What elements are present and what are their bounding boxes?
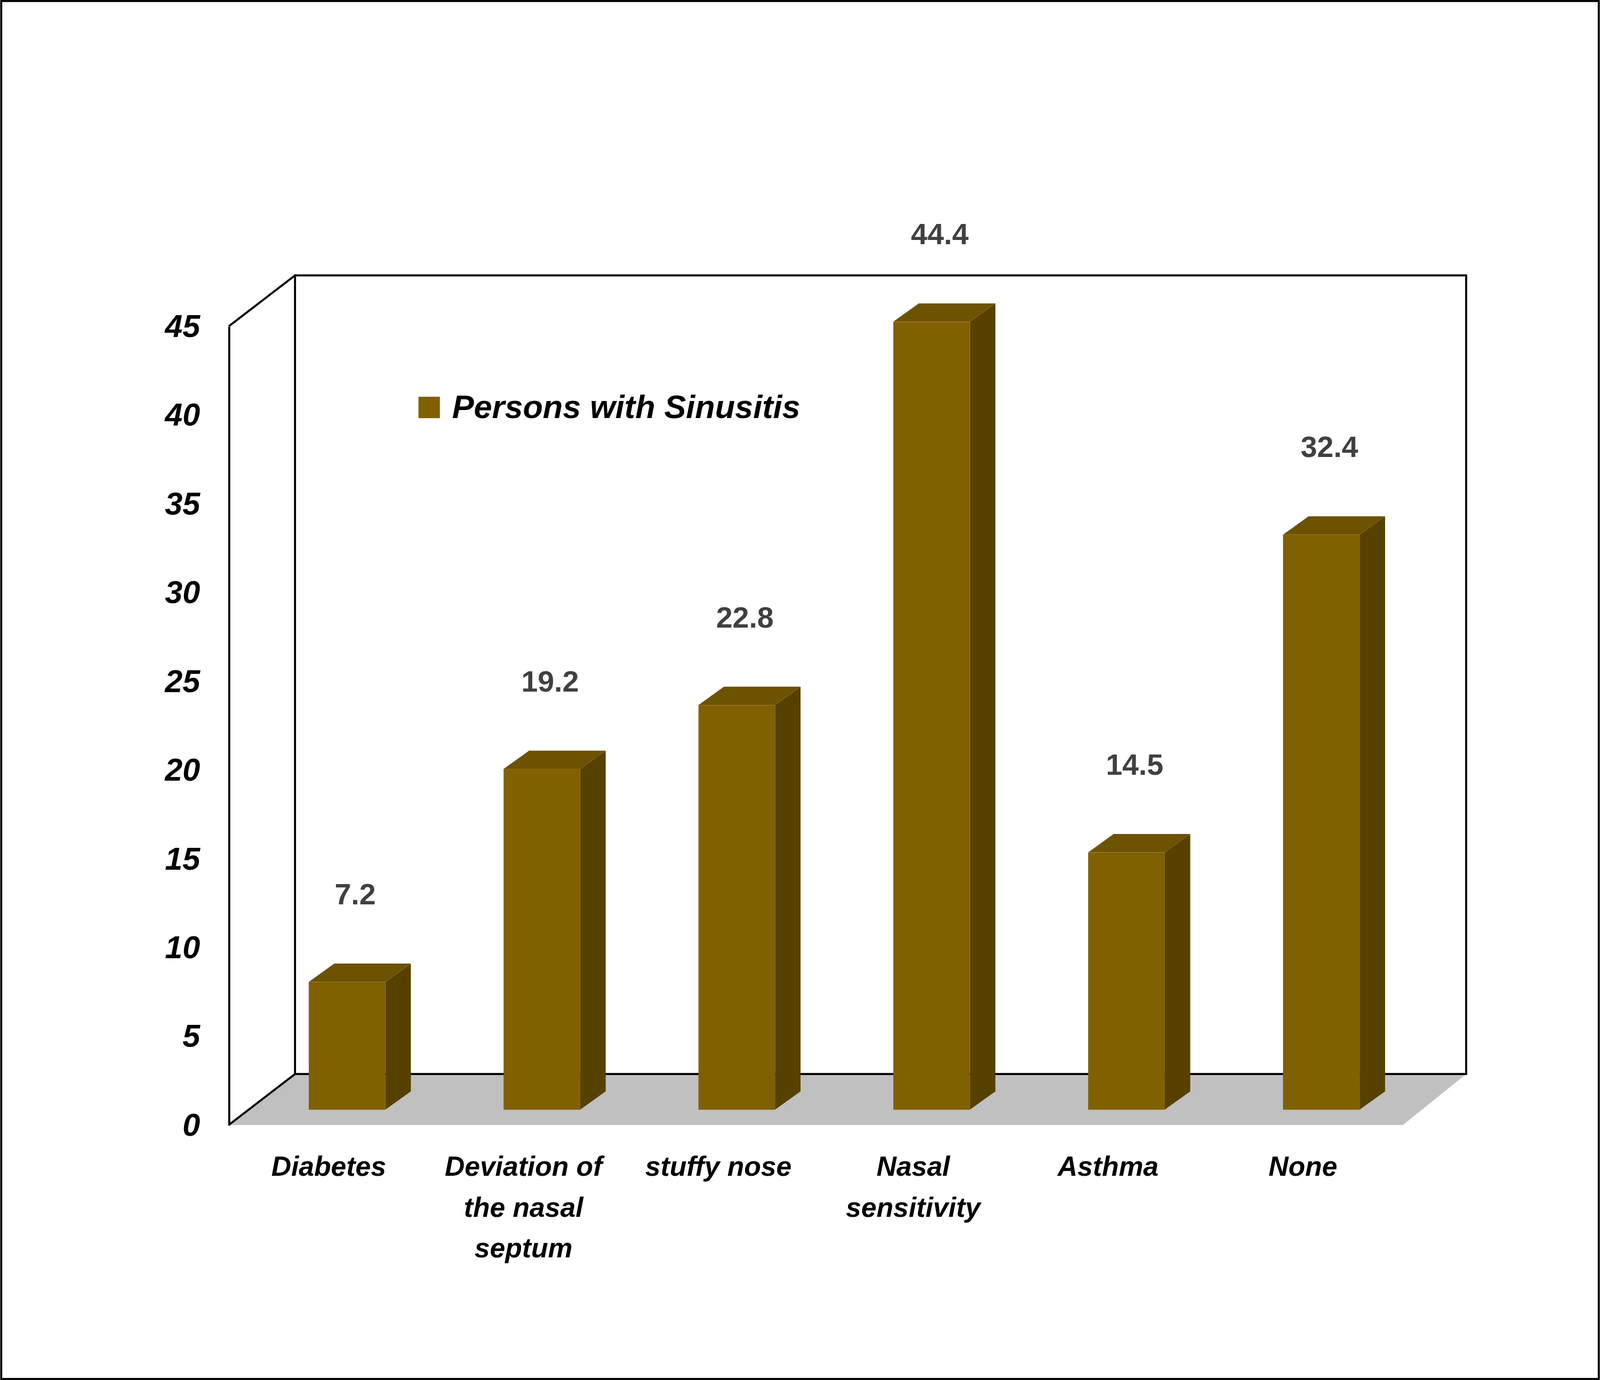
x-tick: Diabetes [271, 1125, 387, 1183]
y-tick: 0 [182, 1107, 229, 1143]
y-tick-label: 45 [164, 308, 201, 344]
x-tick-label: Asthma [1056, 1150, 1159, 1182]
y-tick-label: 35 [164, 485, 201, 522]
x-tick: Nasal sensitivity [845, 1125, 982, 1223]
data-label: 22.8 [716, 601, 774, 635]
x-tick-label-line: None [1268, 1150, 1338, 1182]
y-tick-label: 30 [164, 574, 200, 611]
x-tick: stuffy nose [645, 1125, 792, 1183]
floor [228, 1074, 1467, 1126]
wall-edge [228, 275, 295, 327]
frame [1, 1, 1599, 1380]
y-tick: 5 [182, 1018, 229, 1054]
y-tick-label: 0 [182, 1107, 200, 1143]
data-label: 32.4 [1300, 430, 1359, 464]
bar [893, 321, 971, 1110]
bar-top [893, 303, 996, 322]
x-tick-label: Diabetes [271, 1150, 387, 1182]
x-tick-label: Deviation of the nasal septum [444, 1150, 605, 1264]
y-tick-label: 40 [164, 396, 200, 433]
bar-side [385, 963, 412, 1110]
x-tick-label-line: the nasal [464, 1192, 584, 1223]
x-tick-label-line: Asthma [1056, 1150, 1159, 1182]
bar [308, 981, 386, 1110]
y-tick-label: 5 [182, 1018, 201, 1054]
x-tick-label-line: stuffy nose [645, 1150, 792, 1182]
data-label: 14.5 [1105, 748, 1164, 782]
x-axis-line [232, 1125, 1402, 1127]
bar-group [308, 963, 411, 1110]
x-tick-label: Nasal sensitivity [845, 1150, 982, 1223]
bar-top [1088, 834, 1190, 853]
bar-top [1283, 516, 1386, 535]
x-tick-label: None [1268, 1150, 1338, 1182]
y-tick-label: 25 [164, 663, 201, 700]
bar [1283, 534, 1360, 1110]
bar-top [503, 750, 606, 770]
legend-label: Persons with Sinusitis [452, 388, 801, 426]
bar-group [698, 686, 801, 1110]
y-tick: 35 [164, 485, 229, 522]
y-tick-label: 20 [164, 752, 200, 788]
data-label: 19.2 [521, 665, 579, 699]
y-tick: 10 [164, 929, 229, 966]
y-tick: 15 [164, 840, 229, 877]
legend: Persons with Sinusitis [418, 388, 801, 426]
data-label: 7.2 [334, 877, 376, 911]
x-tick: Deviation of the nasal septum [444, 1125, 605, 1264]
y-axis: 0 5 10 15 20 25 30 35 40 45 [164, 308, 229, 1143]
legend-swatch [418, 396, 440, 419]
x-tick: Asthma [1056, 1125, 1159, 1183]
x-tick-label-line: Diabetes [271, 1150, 387, 1182]
y-tick: 20 [164, 752, 229, 788]
wall-edge [228, 1074, 295, 1126]
x-tick-label-line: Deviation of [444, 1150, 605, 1182]
y-tick: 25 [164, 663, 229, 700]
x-tick-label-line: sensitivity [845, 1192, 982, 1223]
bar [698, 705, 776, 1110]
bar-group [1283, 516, 1386, 1110]
bar-group [893, 303, 996, 1110]
legend-item: Persons with Sinusitis [418, 388, 801, 426]
y-tick: 30 [164, 574, 229, 611]
bar-side [1164, 834, 1191, 1110]
bar-side [1359, 516, 1386, 1110]
bar-side [970, 303, 996, 1110]
bars [308, 303, 1386, 1110]
data-label: 44.4 [910, 217, 969, 251]
bar-side [580, 750, 606, 1110]
y-tick: 45 [164, 308, 229, 344]
bar-side [774, 686, 801, 1110]
bar-top [698, 686, 801, 706]
bar-group [1088, 834, 1190, 1110]
x-tick-label-line: Nasal [876, 1150, 951, 1182]
x-tick: None [1268, 1125, 1338, 1183]
y-tick-label: 10 [164, 929, 200, 966]
x-axis: Diabetes Deviation of the nasal septum stuff… [232, 1125, 1402, 1264]
bar [1088, 852, 1165, 1111]
y-axis-line [228, 326, 231, 1126]
y-tick: 40 [164, 396, 229, 433]
chart: 0 5 10 15 20 25 30 35 40 45 Diabetes Deviation of th… [0, 0, 1600, 1380]
data-labels: 7.2 19.2 22.8 44.4 14.5 32.4 [334, 217, 1358, 911]
bar-top [308, 963, 411, 982]
bar [503, 769, 581, 1110]
y-tick-label: 15 [164, 840, 201, 877]
bar-group [503, 750, 606, 1110]
x-tick-label-line: septum [474, 1232, 573, 1264]
x-tick-label: stuffy nose [645, 1150, 792, 1182]
